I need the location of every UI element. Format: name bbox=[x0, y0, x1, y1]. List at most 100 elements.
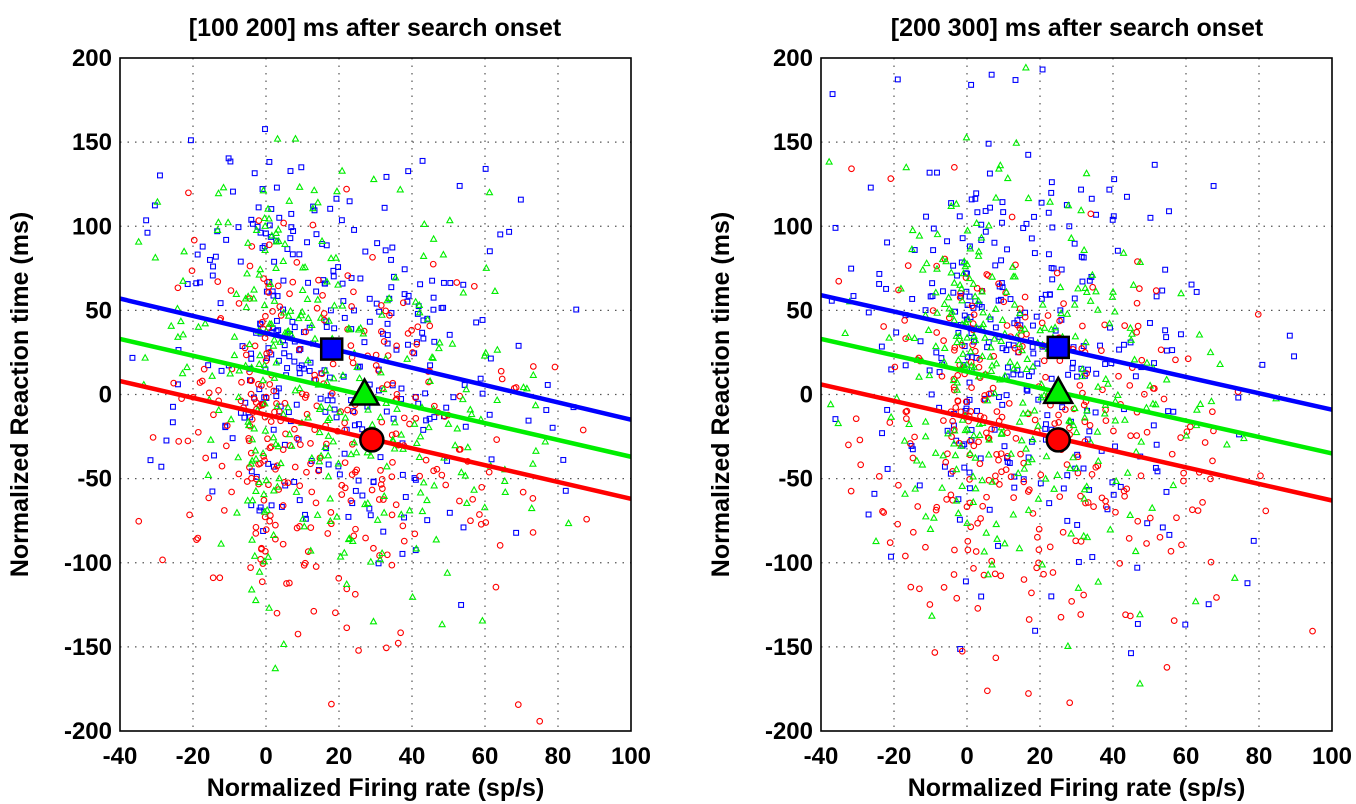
trial-point-circle bbox=[1199, 499, 1206, 506]
trial-point-triangle bbox=[1092, 287, 1100, 295]
trial-point-square bbox=[1042, 291, 1049, 298]
trial-point-square bbox=[411, 475, 418, 481]
trial-point-triangle bbox=[201, 319, 210, 327]
trial-point-triangle bbox=[1111, 416, 1120, 424]
trial-point-circle bbox=[265, 241, 273, 249]
trial-point-triangle bbox=[180, 247, 189, 255]
trial-point-square bbox=[1034, 360, 1041, 367]
trial-point-square bbox=[430, 294, 437, 301]
trial-point-circle bbox=[353, 466, 361, 474]
trial-point-circle bbox=[252, 523, 260, 531]
trial-point-circle bbox=[997, 450, 1005, 458]
trial-point-square bbox=[230, 188, 236, 195]
trial-point-triangle bbox=[969, 497, 978, 505]
trial-point-circle bbox=[327, 509, 335, 516]
trial-point-circle bbox=[378, 418, 386, 426]
trial-point-circle bbox=[954, 397, 962, 405]
trial-point-circle bbox=[252, 530, 260, 537]
trial-point-triangle bbox=[242, 302, 251, 311]
trial-point-triangle bbox=[925, 371, 934, 379]
trial-point-triangle bbox=[364, 405, 373, 413]
trial-point-square bbox=[317, 395, 324, 402]
trial-point-triangle bbox=[248, 435, 257, 443]
trial-point-square bbox=[248, 355, 255, 362]
trial-point-circle bbox=[972, 548, 980, 555]
trial-point-triangle bbox=[979, 320, 988, 328]
trial-point-triangle bbox=[982, 528, 991, 536]
trial-point-square bbox=[405, 341, 411, 348]
trial-point-triangle bbox=[251, 446, 260, 454]
trial-point-triangle bbox=[179, 330, 188, 338]
trial-point-triangle bbox=[259, 376, 267, 384]
trial-point-circle bbox=[296, 482, 304, 490]
trial-point-triangle bbox=[327, 254, 336, 262]
trial-point-triangle bbox=[279, 256, 288, 265]
trial-point-triangle bbox=[230, 351, 239, 359]
trial-point-triangle bbox=[310, 186, 319, 194]
trial-point-triangle bbox=[439, 250, 448, 258]
trial-point-circle bbox=[989, 384, 997, 392]
trial-point-circle bbox=[235, 300, 243, 307]
trial-point-triangle bbox=[1057, 309, 1065, 317]
trial-point-square bbox=[998, 257, 1005, 264]
trial-point-triangle bbox=[1067, 233, 1076, 242]
trial-point-square bbox=[967, 485, 973, 492]
trial-point-triangle bbox=[466, 405, 475, 413]
trial-point-triangle bbox=[260, 300, 269, 309]
trial-point-triangle bbox=[1040, 323, 1049, 331]
trial-point-square bbox=[1064, 517, 1071, 524]
trial-point-triangle bbox=[353, 362, 362, 371]
trial-point-circle bbox=[281, 479, 288, 486]
trial-point-circle bbox=[1207, 475, 1214, 483]
trial-point-circle bbox=[1005, 400, 1013, 407]
trial-point-circle bbox=[979, 502, 987, 510]
trial-point-square bbox=[278, 504, 285, 510]
trial-point-square bbox=[1003, 347, 1010, 354]
trial-point-triangle bbox=[247, 459, 256, 467]
trial-point-triangle bbox=[1063, 309, 1072, 317]
trial-point-triangle bbox=[284, 403, 292, 411]
trial-point-circle bbox=[992, 654, 1000, 662]
trial-point-circle bbox=[950, 386, 958, 394]
trial-point-square bbox=[968, 196, 975, 203]
trial-point-triangle bbox=[1015, 339, 1024, 347]
trial-point-square bbox=[420, 426, 427, 433]
trial-point-triangle bbox=[251, 596, 260, 604]
trial-point-triangle bbox=[336, 552, 345, 560]
trial-point-triangle bbox=[1038, 300, 1047, 308]
trial-point-triangle bbox=[933, 230, 942, 238]
trial-point-circle bbox=[324, 530, 332, 537]
trial-point-square bbox=[281, 350, 288, 357]
trial-point-triangle bbox=[1042, 452, 1051, 460]
trial-point-circle bbox=[1035, 525, 1043, 533]
y-tick-label: -200 bbox=[64, 718, 112, 745]
trial-point-square bbox=[1025, 373, 1032, 380]
trial-point-triangle bbox=[1074, 583, 1083, 591]
trial-point-circle bbox=[267, 512, 274, 519]
trial-point-circle bbox=[974, 519, 981, 527]
trial-point-triangle bbox=[462, 385, 471, 393]
trial-point-triangle bbox=[208, 371, 217, 379]
mean-marker-triangle bbox=[348, 376, 381, 406]
trial-point-square bbox=[440, 279, 447, 286]
mean-markers bbox=[1042, 335, 1075, 453]
trial-point-triangle bbox=[974, 247, 983, 255]
trial-point-circle bbox=[579, 426, 587, 434]
trial-point-triangle bbox=[274, 236, 283, 245]
trial-point-square bbox=[194, 251, 201, 258]
trial-point-triangle bbox=[279, 409, 288, 417]
trial-point-circle bbox=[857, 461, 865, 469]
trial-point-triangle bbox=[259, 186, 268, 194]
trial-point-triangle bbox=[1013, 360, 1022, 369]
trial-point-square bbox=[1042, 421, 1049, 428]
trial-point-triangle bbox=[194, 322, 203, 330]
trial-point-circle bbox=[891, 363, 899, 371]
trial-point-triangle bbox=[266, 279, 275, 287]
trial-point-circle bbox=[223, 422, 231, 429]
trial-point-circle bbox=[248, 415, 256, 423]
trial-point-square bbox=[269, 288, 276, 295]
trial-point-square bbox=[513, 529, 520, 536]
trial-point-triangle bbox=[265, 214, 273, 222]
trial-point-circle bbox=[945, 314, 953, 322]
trial-point-square bbox=[458, 602, 465, 608]
